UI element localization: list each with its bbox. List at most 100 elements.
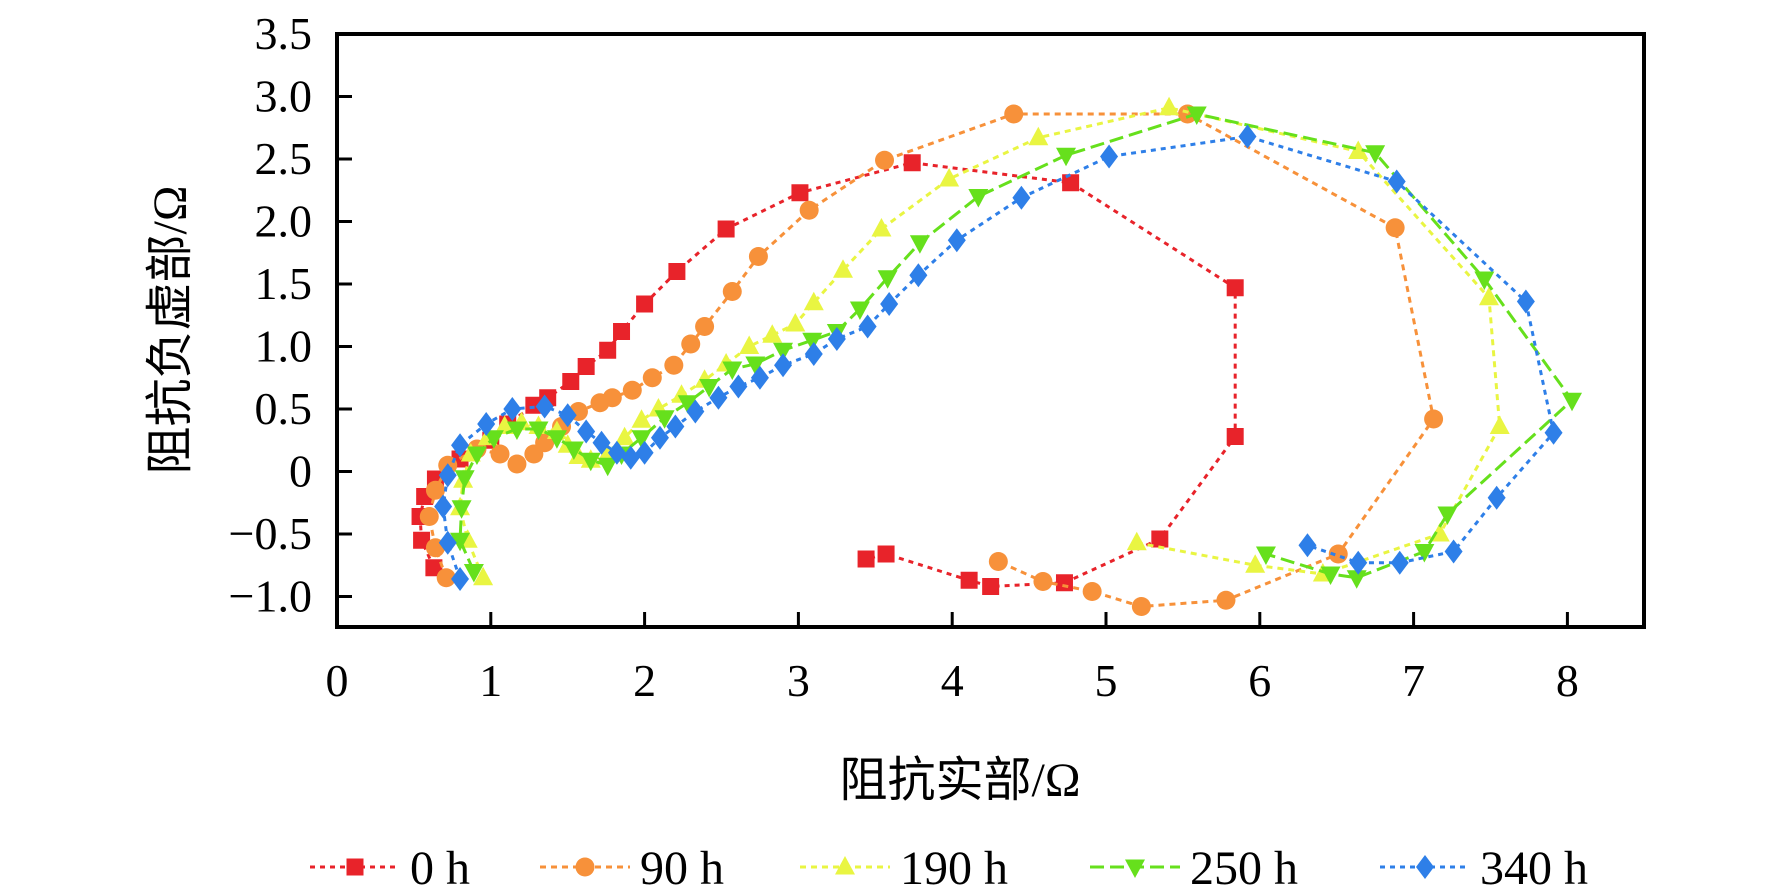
data-point <box>631 430 652 449</box>
data-point <box>717 220 735 238</box>
series-line <box>441 134 1556 580</box>
legend-label: 340 h <box>1480 842 1588 893</box>
data-point <box>451 567 470 591</box>
data-point <box>1062 174 1080 192</box>
x-axis-label: 阻抗实部/Ω <box>839 754 1080 807</box>
data-point <box>1444 539 1463 564</box>
data-point <box>802 332 823 352</box>
data-point <box>562 373 580 390</box>
data-point <box>849 301 870 320</box>
series-250h <box>450 106 1583 589</box>
data-point <box>982 578 1000 595</box>
series-line <box>458 112 1575 580</box>
data-point <box>804 342 823 366</box>
x-tick-label: 6 <box>1248 655 1271 706</box>
x-tick-label: 1 <box>479 655 502 706</box>
data-point <box>1004 104 1024 124</box>
data-point <box>988 552 1008 571</box>
legend-marker <box>346 858 364 876</box>
data-point <box>1186 106 1207 125</box>
legend-label: 0 h <box>410 842 470 893</box>
y-axis-label: 阻抗负虚部/Ω <box>144 185 197 474</box>
data-point <box>558 403 577 428</box>
data-point <box>413 531 431 549</box>
data-point <box>1100 144 1119 169</box>
data-point <box>635 440 654 465</box>
data-point <box>1255 546 1276 565</box>
data-point <box>709 385 728 410</box>
data-point <box>799 200 819 220</box>
data-point <box>1474 271 1495 290</box>
data-point <box>450 532 471 552</box>
legend-marker <box>1125 859 1145 878</box>
data-point <box>773 342 794 362</box>
data-point <box>939 168 960 187</box>
x-tick-label: 4 <box>941 655 964 706</box>
data-point <box>494 415 515 434</box>
data-point <box>729 374 748 399</box>
data-point <box>1365 145 1386 164</box>
data-point <box>877 270 898 289</box>
data-point <box>875 150 895 170</box>
data-point <box>614 426 635 446</box>
data-point <box>695 317 715 336</box>
data-point <box>580 452 601 472</box>
data-point <box>1544 420 1563 445</box>
series-layer <box>411 96 1583 616</box>
y-tick-label: 1.5 <box>255 258 313 309</box>
data-point <box>1424 409 1444 429</box>
data-point <box>528 421 549 440</box>
data-point <box>739 335 760 354</box>
data-point <box>438 530 457 555</box>
y-tick-label: 1.0 <box>255 321 313 372</box>
data-point <box>568 445 589 464</box>
x-tick-label: 0 <box>326 655 349 706</box>
data-point <box>483 430 504 449</box>
data-point <box>858 314 877 339</box>
data-point <box>597 457 618 477</box>
data-point <box>903 154 921 172</box>
data-point <box>642 368 662 388</box>
data-point <box>722 282 742 301</box>
data-point <box>506 421 527 440</box>
data-point <box>668 263 686 280</box>
data-point <box>871 218 892 237</box>
data-point <box>1126 531 1147 551</box>
data-point <box>833 259 854 278</box>
data-point <box>425 480 445 500</box>
data-point <box>1390 550 1409 575</box>
data-point <box>1298 533 1317 558</box>
legend: 0 h 90 h 190 h 250 h 340 h <box>310 842 1588 893</box>
data-point <box>503 397 522 421</box>
data-point <box>1562 392 1583 412</box>
data-point <box>546 430 567 449</box>
data-point <box>602 388 622 408</box>
data-point <box>607 440 626 465</box>
data-point <box>1348 140 1369 159</box>
data-point <box>803 291 824 311</box>
data-point <box>745 356 766 375</box>
data-point <box>909 235 930 254</box>
data-point <box>1320 566 1341 585</box>
data-point <box>877 545 895 563</box>
series-90h <box>419 104 1444 616</box>
series-0h <box>411 154 1244 595</box>
data-point <box>451 433 470 458</box>
data-point <box>681 334 701 354</box>
data-point <box>722 361 743 380</box>
data-point <box>1151 530 1169 548</box>
data-point <box>664 355 684 375</box>
data-point <box>1346 570 1367 589</box>
data-point <box>613 323 631 340</box>
y-tick-label: 3.0 <box>255 71 313 122</box>
data-point <box>762 324 783 343</box>
data-point <box>622 380 642 400</box>
data-point <box>438 463 457 488</box>
y-tick-label: −0.5 <box>229 508 312 559</box>
data-point <box>1414 544 1435 563</box>
series-line <box>418 161 1237 589</box>
legend-item: 340 h <box>1380 842 1588 893</box>
data-point <box>1056 147 1077 167</box>
data-point <box>1159 96 1180 116</box>
data-point <box>750 365 769 390</box>
